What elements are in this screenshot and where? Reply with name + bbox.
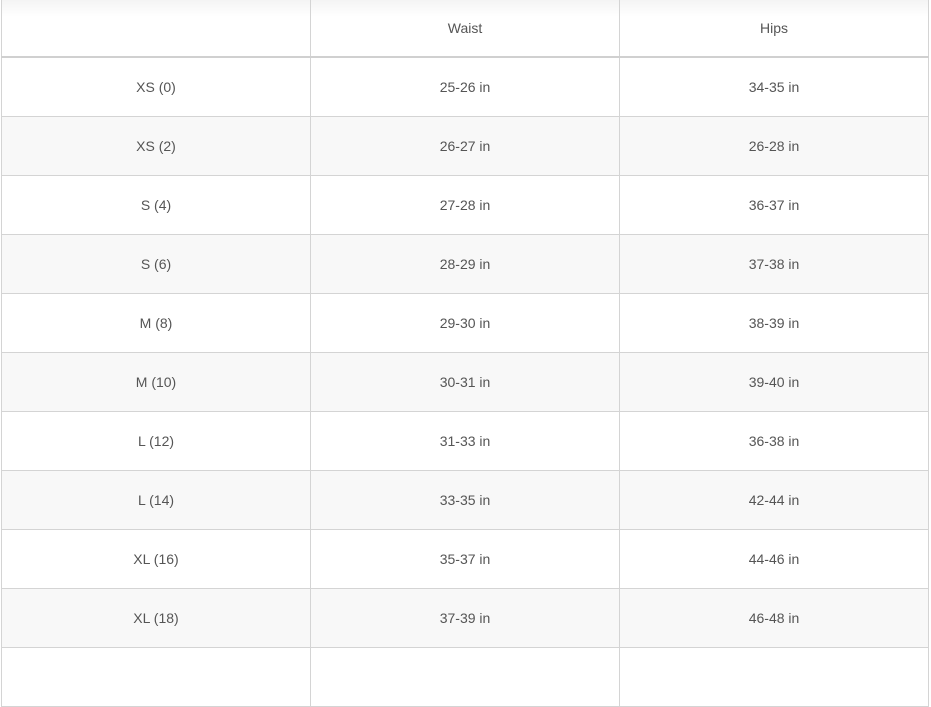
hips-cell: 26-28 in	[619, 116, 929, 176]
hips-cell: 44-46 in	[619, 529, 929, 589]
size-cell: S (6)	[1, 234, 311, 294]
hips-cell: 38-39 in	[619, 293, 929, 353]
size-cell: L (12)	[1, 411, 311, 471]
header-waist: Waist	[310, 0, 620, 58]
waist-cell: 27-28 in	[310, 175, 620, 235]
table-row: XS (0) 25-26 in 34-35 in	[1, 56, 929, 117]
size-cell	[1, 647, 311, 707]
table-row	[1, 647, 929, 707]
hips-cell	[619, 647, 929, 707]
table-row: S (4) 27-28 in 36-37 in	[1, 175, 929, 235]
hips-cell: 34-35 in	[619, 56, 929, 117]
table-row: XS (2) 26-27 in 26-28 in	[1, 116, 929, 176]
waist-cell: 30-31 in	[310, 352, 620, 412]
table-row: L (12) 31-33 in 36-38 in	[1, 411, 929, 471]
table-row: S (6) 28-29 in 37-38 in	[1, 234, 929, 294]
size-cell: XS (2)	[1, 116, 311, 176]
size-cell: XL (16)	[1, 529, 311, 589]
waist-cell: 37-39 in	[310, 588, 620, 648]
waist-cell: 28-29 in	[310, 234, 620, 294]
hips-cell: 36-37 in	[619, 175, 929, 235]
table-row: L (14) 33-35 in 42-44 in	[1, 470, 929, 530]
size-cell: S (4)	[1, 175, 311, 235]
size-cell: M (10)	[1, 352, 311, 412]
hips-cell: 39-40 in	[619, 352, 929, 412]
waist-cell: 26-27 in	[310, 116, 620, 176]
size-cell: XS (0)	[1, 56, 311, 117]
header-row: Waist Hips	[1, 0, 929, 58]
waist-cell: 35-37 in	[310, 529, 620, 589]
table-row: XL (16) 35-37 in 44-46 in	[1, 529, 929, 589]
waist-cell: 33-35 in	[310, 470, 620, 530]
hips-cell: 42-44 in	[619, 470, 929, 530]
waist-cell	[310, 647, 620, 707]
waist-cell: 29-30 in	[310, 293, 620, 353]
table-row: M (8) 29-30 in 38-39 in	[1, 293, 929, 353]
hips-cell: 37-38 in	[619, 234, 929, 294]
table-row: XL (18) 37-39 in 46-48 in	[1, 588, 929, 648]
waist-cell: 25-26 in	[310, 56, 620, 117]
hips-cell: 46-48 in	[619, 588, 929, 648]
size-cell: L (14)	[1, 470, 311, 530]
hips-cell: 36-38 in	[619, 411, 929, 471]
size-cell: M (8)	[1, 293, 311, 353]
header-hips: Hips	[619, 0, 929, 58]
waist-cell: 31-33 in	[310, 411, 620, 471]
table-row: M (10) 30-31 in 39-40 in	[1, 352, 929, 412]
size-cell: XL (18)	[1, 588, 311, 648]
header-size	[1, 0, 311, 58]
